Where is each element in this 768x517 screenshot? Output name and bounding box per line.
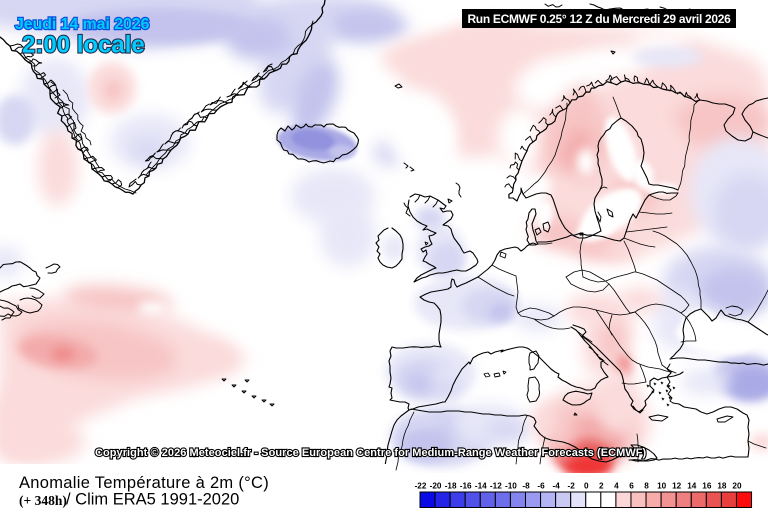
svg-text:Copyright © 2026 Meteociel.fr: Copyright © 2026 Meteociel.fr - Source E… [95,447,647,459]
svg-text:2:00 locale: 2:00 locale [22,32,145,59]
svg-text:-18: -18 [445,482,457,491]
svg-text:16: 16 [702,482,712,491]
svg-text:-20: -20 [430,482,442,491]
svg-text:-4: -4 [552,482,560,491]
svg-text:0: 0 [584,482,589,491]
svg-text:6: 6 [629,482,634,491]
svg-text:-22: -22 [415,482,427,491]
svg-text:-8: -8 [522,482,530,491]
svg-text:-2: -2 [568,482,576,491]
svg-text:4: 4 [614,482,619,491]
svg-text:-12: -12 [490,482,502,491]
svg-text:-6: -6 [537,482,545,491]
svg-text:2: 2 [599,482,604,491]
svg-text:(+ 348h): (+ 348h) [19,493,67,508]
svg-text:-16: -16 [460,482,472,491]
svg-text:18: 18 [717,482,727,491]
svg-text:14: 14 [687,482,697,491]
svg-text:12: 12 [672,482,682,491]
svg-text:10: 10 [657,482,667,491]
svg-text:20: 20 [732,482,742,491]
svg-text:Anomalie Température à 2m (°C): Anomalie Température à 2m (°C) [19,474,269,492]
svg-text:-10: -10 [505,482,517,491]
svg-text:Jeudi 14 mai 2026: Jeudi 14 mai 2026 [15,16,150,33]
svg-text:8: 8 [644,482,649,491]
svg-text:-14: -14 [475,482,487,491]
svg-text:/ Clim ERA5 1991-2020: / Clim ERA5 1991-2020 [66,491,239,509]
svg-text:Run ECMWF 0.25° 12 Z du Mercre: Run ECMWF 0.25° 12 Z du Mercredi 29 avri… [467,12,731,26]
